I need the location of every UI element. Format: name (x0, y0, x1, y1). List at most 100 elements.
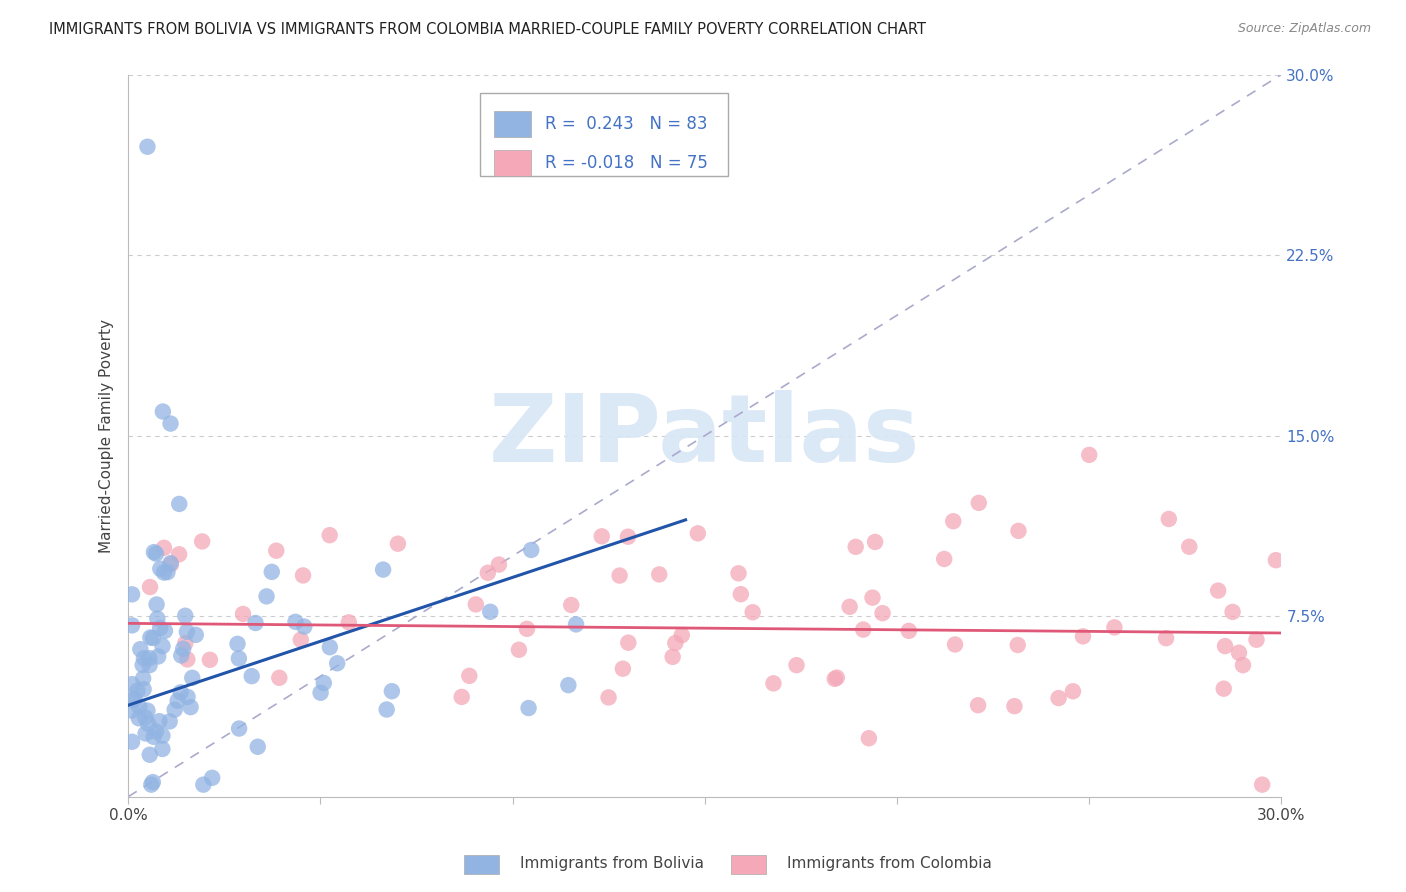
Point (1154, 631, 1177, 645)
Point (198, 653, 221, 667)
Point (156, 565, 179, 579)
Point (181, 671, 204, 685)
FancyBboxPatch shape (494, 151, 530, 177)
Point (172, 641, 194, 656)
Point (160, 558, 183, 572)
Point (138, 747, 160, 762)
Point (142, 775, 165, 789)
Point (371, 563, 394, 577)
Y-axis label: Married-Couple Family Poverty: Married-Couple Family Poverty (100, 318, 114, 553)
Text: Source: ZipAtlas.com: Source: ZipAtlas.com (1237, 22, 1371, 36)
Point (458, 669, 481, 683)
Point (159, 714, 181, 729)
Point (292, 568, 315, 582)
Point (128, 699, 150, 714)
Point (193, 778, 215, 792)
Point (1078, 448, 1101, 462)
Point (1178, 540, 1201, 554)
Point (149, 621, 172, 635)
Point (170, 648, 193, 663)
Point (148, 649, 170, 664)
Point (312, 676, 335, 690)
Point (129, 642, 152, 657)
Point (180, 700, 202, 714)
Point (163, 703, 186, 717)
Point (266, 543, 288, 558)
Point (1071, 629, 1094, 643)
Point (762, 676, 785, 690)
Point (488, 558, 510, 572)
Point (661, 649, 683, 664)
Point (609, 568, 631, 582)
Point (159, 556, 181, 570)
Point (149, 562, 172, 576)
Point (671, 628, 693, 642)
Point (141, 778, 163, 792)
Point (319, 528, 342, 542)
Point (269, 671, 291, 685)
Point (598, 690, 620, 705)
Point (246, 739, 269, 754)
Point (167, 497, 190, 511)
Text: ZIPatlas: ZIPatlas (489, 390, 921, 482)
Point (337, 615, 360, 630)
Point (176, 624, 198, 639)
Point (146, 612, 169, 626)
Point (934, 552, 956, 566)
Point (191, 534, 214, 549)
Point (121, 618, 143, 632)
Point (942, 514, 965, 528)
Point (862, 591, 884, 605)
Point (477, 566, 499, 580)
Point (145, 598, 167, 612)
Point (142, 730, 165, 744)
Point (176, 652, 198, 666)
Point (132, 671, 155, 685)
Point (741, 605, 763, 619)
Point (153, 624, 176, 638)
Point (1047, 691, 1070, 706)
Point (153, 566, 176, 580)
Point (292, 619, 315, 633)
Point (1104, 620, 1126, 634)
Point (967, 496, 990, 510)
Point (612, 662, 634, 676)
Point (591, 529, 613, 543)
Point (786, 658, 808, 673)
Point (727, 566, 749, 581)
Point (152, 639, 174, 653)
Point (290, 632, 312, 647)
Text: R =  0.243   N = 83: R = 0.243 N = 83 (544, 115, 707, 133)
Point (184, 628, 207, 642)
Point (1232, 658, 1254, 673)
Point (201, 771, 224, 785)
Point (174, 636, 197, 650)
Point (1062, 684, 1084, 698)
Point (228, 722, 250, 736)
Point (150, 742, 173, 756)
Point (121, 735, 143, 749)
Point (387, 537, 409, 551)
Point (1246, 632, 1268, 647)
Point (136, 717, 159, 731)
Point (121, 704, 143, 718)
Point (142, 545, 165, 559)
Point (166, 694, 188, 708)
Point (319, 640, 342, 655)
Point (1227, 646, 1250, 660)
Point (284, 615, 307, 629)
Point (520, 543, 543, 558)
Point (148, 714, 170, 729)
Point (1222, 605, 1244, 619)
Point (256, 590, 278, 604)
Point (132, 651, 155, 665)
Text: IMMIGRANTS FROM BOLIVIA VS IMMIGRANTS FROM COLOMBIA MARRIED-COUPLE FAMILY POVERT: IMMIGRANTS FROM BOLIVIA VS IMMIGRANTS FR… (49, 22, 927, 37)
Point (1007, 524, 1029, 538)
Point (943, 638, 966, 652)
Point (1206, 583, 1229, 598)
Point (858, 731, 880, 746)
Point (1251, 778, 1274, 792)
Text: Immigrants from Bolivia: Immigrants from Bolivia (520, 856, 704, 871)
Point (1264, 553, 1286, 567)
Point (136, 704, 159, 718)
